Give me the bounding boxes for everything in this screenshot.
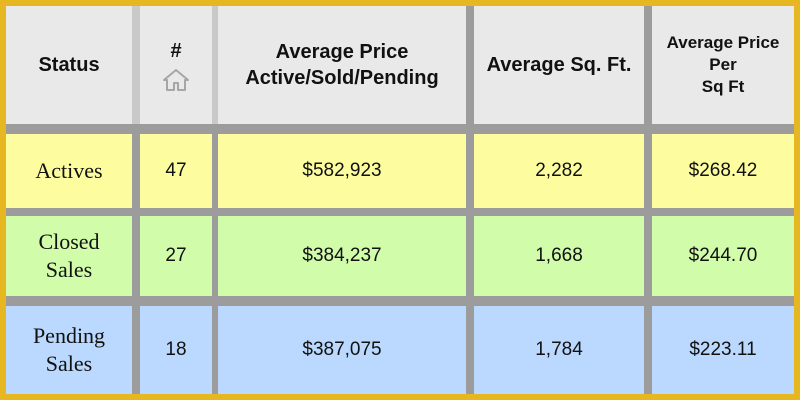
avg-sqft-value: 2,282 [535, 160, 583, 181]
avg-price-value: $387,075 [302, 339, 382, 360]
status-label-line2: Sales [45, 257, 93, 282]
row-actives-avg-sqft: 2,282 [474, 134, 644, 208]
row-pending-count: 18 [140, 306, 212, 394]
row-pending-price-per-sqft: $223.11 [652, 306, 794, 394]
row-divider [6, 296, 794, 306]
row-divider [6, 208, 794, 216]
price-per-sqft-value: $223.11 [689, 339, 757, 360]
row-actives-avg-price: $582,923 [218, 134, 466, 208]
header-avg-sqft: Average Sq. Ft. [474, 6, 644, 124]
column-divider [466, 124, 474, 394]
status-label: Actives [35, 158, 103, 183]
header-status-label: Status [38, 54, 100, 76]
avg-price-value: $384,237 [302, 245, 382, 266]
header-price-per-line2: Per [709, 55, 737, 74]
row-actives-price-per-sqft: $268.42 [652, 134, 794, 208]
header-status: Status [6, 6, 132, 124]
header-count: # [140, 6, 212, 124]
count-value: 27 [165, 245, 187, 266]
house-icon [163, 69, 189, 91]
row-pending-status: Pending Sales [6, 306, 132, 394]
header-avg-price-line1: Average Price [275, 41, 409, 63]
header-price-per-sqft: Average Price Per Sq Ft [652, 6, 794, 124]
price-per-sqft-value: $244.70 [688, 245, 758, 266]
row-closed-count: 27 [140, 216, 212, 296]
header-avg-price-line2: Active/Sold/Pending [245, 67, 439, 89]
count-value: 18 [165, 339, 187, 360]
status-label-line1: Pending [32, 323, 106, 348]
row-closed-avg-price: $384,237 [218, 216, 466, 296]
header-avg-price: Average Price Active/Sold/Pending [218, 6, 466, 124]
row-actives-count: 47 [140, 134, 212, 208]
row-pending-avg-price: $387,075 [218, 306, 466, 394]
row-divider [6, 124, 794, 134]
column-divider [466, 6, 474, 124]
column-divider [212, 124, 218, 394]
count-value: 47 [165, 160, 187, 181]
row-pending-avg-sqft: 1,784 [474, 306, 644, 394]
column-divider [132, 124, 140, 394]
column-divider [644, 124, 652, 394]
column-divider [212, 6, 218, 124]
header-count-label: # [170, 40, 182, 62]
header-avg-sqft-label: Average Sq. Ft. [486, 54, 632, 76]
column-divider [132, 6, 140, 124]
avg-sqft-value: 1,784 [535, 339, 583, 360]
status-label-line2: Sales [45, 351, 93, 376]
avg-sqft-value: 1,668 [535, 245, 583, 266]
row-closed-avg-sqft: 1,668 [474, 216, 644, 296]
row-actives-status: Actives [6, 134, 132, 208]
column-divider [644, 6, 652, 124]
header-price-per-line3: Sq Ft [701, 77, 745, 96]
header-price-per-line1: Average Price [666, 33, 780, 52]
avg-price-value: $582,923 [302, 160, 382, 181]
price-per-sqft-value: $268.42 [688, 160, 758, 181]
row-closed-status: Closed Sales [6, 216, 132, 296]
row-closed-price-per-sqft: $244.70 [652, 216, 794, 296]
status-label-line1: Closed [38, 229, 100, 254]
summary-table: Status # Average Price Active/Sold/Pendi… [6, 6, 794, 394]
